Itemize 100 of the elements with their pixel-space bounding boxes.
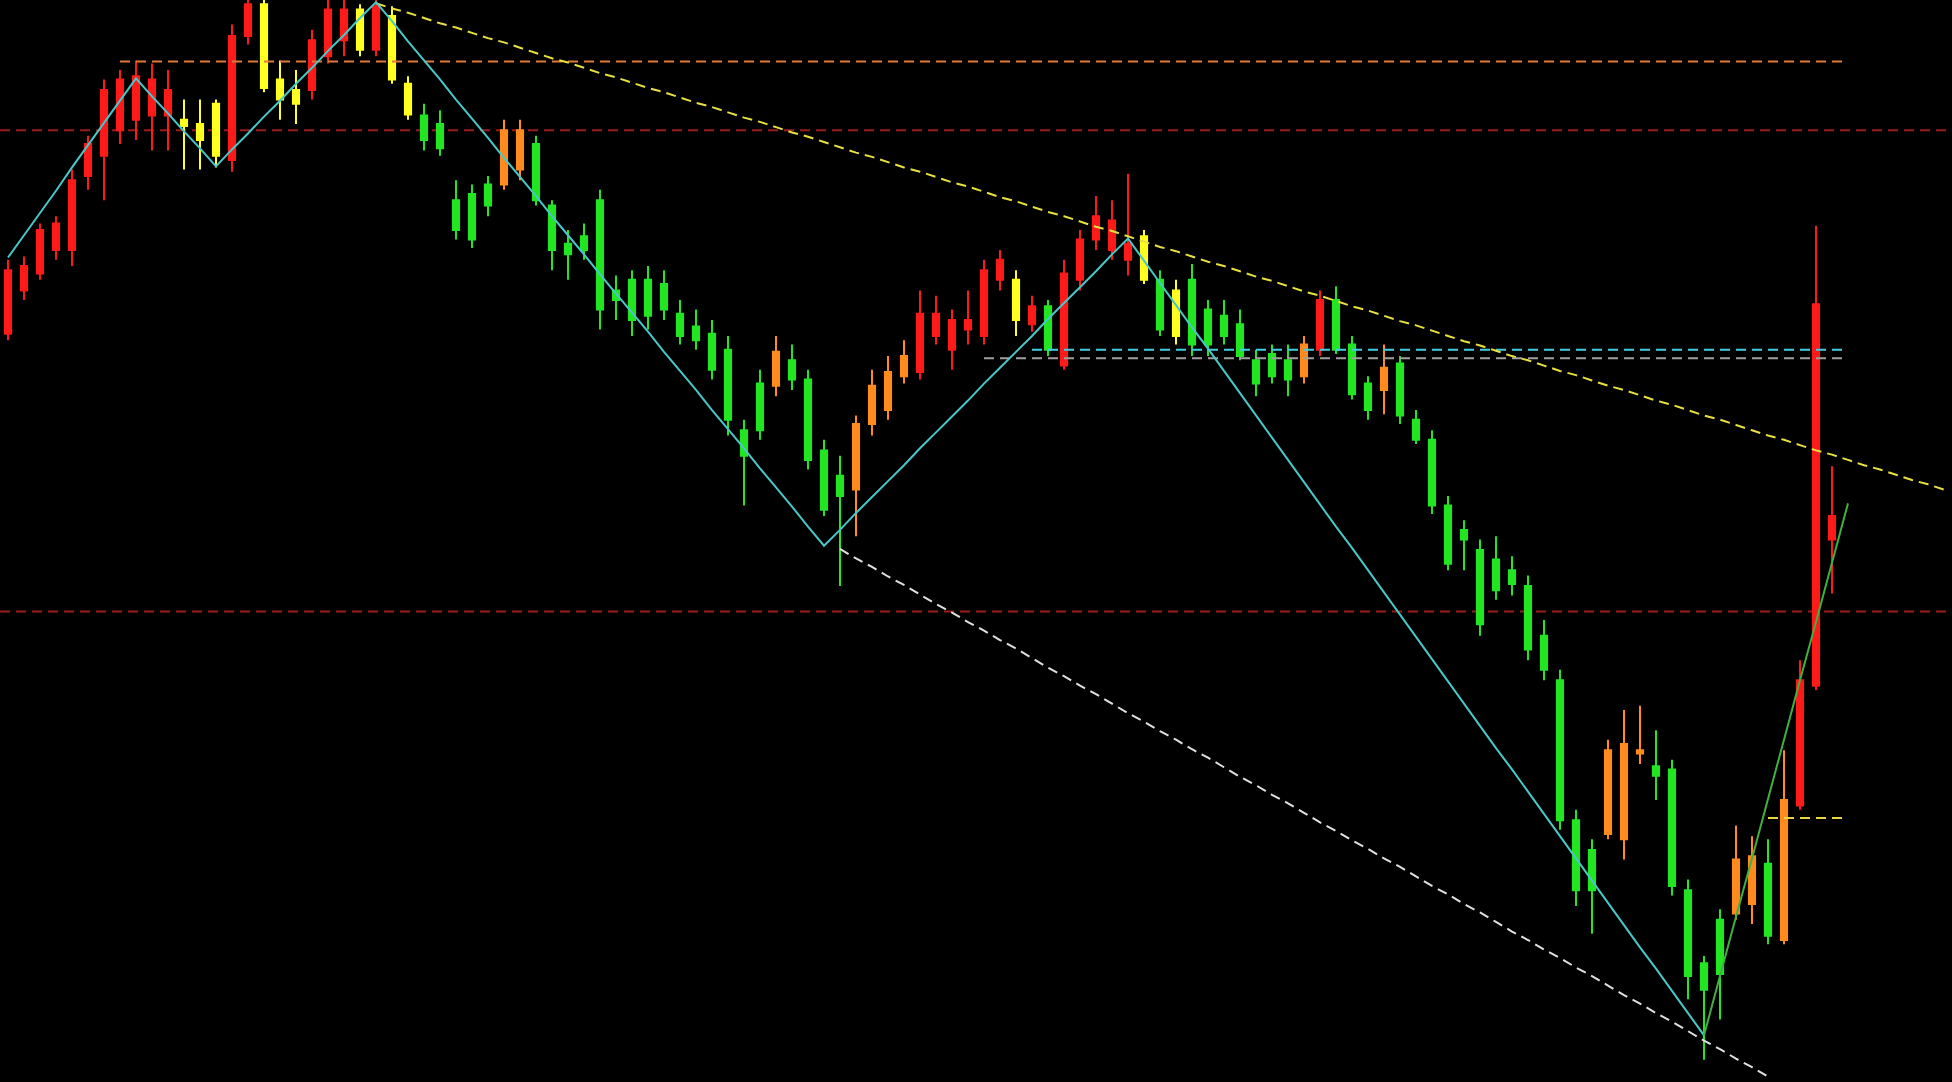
candlestick [1411, 409, 1421, 446]
candlestick [1171, 278, 1181, 346]
candlestick [259, 0, 269, 94]
candlestick [1043, 298, 1053, 358]
candlestick [1315, 289, 1325, 358]
candlestick [1267, 343, 1277, 385]
candlestick [1523, 574, 1533, 662]
candlestick [1747, 835, 1757, 926]
candlestick [419, 102, 429, 152]
candlestick [67, 168, 77, 267]
candlestick [1443, 494, 1453, 572]
candlestick [1763, 838, 1773, 946]
candlestick [1619, 709, 1629, 861]
candlestick [851, 414, 861, 538]
candlestick [787, 343, 797, 391]
candlestick [163, 68, 173, 152]
candlestick [115, 68, 125, 146]
candlestick [435, 109, 445, 157]
candlestick [339, 0, 349, 58]
candlestick [627, 269, 637, 337]
candlestick [1059, 258, 1069, 371]
candlestick [35, 222, 45, 281]
candlestick [499, 118, 509, 191]
candlestick [1091, 195, 1101, 252]
candlestick [1283, 343, 1293, 398]
candlestick [1555, 668, 1565, 831]
candlestick [1571, 808, 1581, 908]
candlestick [1683, 878, 1693, 1001]
candlestick [899, 339, 909, 385]
candlestick [307, 28, 317, 101]
candlestick [915, 289, 925, 381]
candlestick [243, 0, 253, 46]
candlestick [1123, 172, 1133, 277]
candlestick [563, 228, 573, 281]
candlestick [803, 368, 813, 471]
candlestick [291, 68, 301, 125]
candlestick [179, 98, 189, 171]
candlestick [1667, 758, 1677, 897]
candlestick [1779, 749, 1789, 946]
candlestick [1203, 298, 1213, 358]
candlestick [1539, 618, 1549, 682]
candlestick [99, 78, 109, 202]
candlestick [1011, 269, 1021, 337]
candlestick [995, 249, 1005, 292]
candlestick [1155, 269, 1165, 337]
candlestick [1347, 334, 1357, 401]
candlestick [1027, 294, 1037, 333]
candlestick [1331, 285, 1341, 355]
candlestick [275, 59, 285, 121]
candlestick [1811, 224, 1821, 691]
candlestick [595, 188, 605, 331]
candlestick [1187, 262, 1197, 358]
candlestick [1459, 519, 1469, 572]
candlestick [1635, 704, 1645, 766]
candlestick [1475, 538, 1485, 637]
candlestick [371, 0, 381, 58]
candlestick [723, 334, 733, 437]
candlestick [931, 294, 941, 346]
candlestick [659, 269, 669, 322]
candlestick [1075, 228, 1085, 292]
candlestick [403, 75, 413, 121]
candlestick [1427, 429, 1437, 515]
candlestick [19, 255, 29, 301]
candlestick [451, 179, 461, 241]
candlestick [323, 0, 333, 65]
candlestick [1651, 729, 1661, 802]
candlestick [1251, 348, 1261, 398]
candlestick [819, 438, 829, 518]
candlestick [1731, 824, 1741, 921]
candlestick [963, 289, 973, 346]
candlestick [483, 174, 493, 218]
candlestick [51, 215, 61, 261]
candlestick [579, 222, 589, 261]
candlestick [1107, 199, 1117, 261]
candlestick [467, 183, 477, 249]
candlestick [947, 308, 957, 371]
candlestick [643, 265, 653, 331]
candlestick [1491, 535, 1501, 601]
candlestick [1395, 355, 1405, 425]
candlestick [147, 62, 157, 152]
candlestick [1699, 954, 1709, 1061]
candlestick [195, 98, 205, 171]
candlestick [739, 418, 749, 507]
candlestick [691, 308, 701, 351]
candlestick [1795, 659, 1805, 811]
candlestick [1299, 334, 1309, 385]
candlestick [883, 355, 893, 421]
candlestick [547, 199, 557, 272]
candlestick [387, 5, 397, 85]
candlestick [131, 59, 141, 141]
candlestick [771, 334, 781, 398]
candlestick [1827, 465, 1837, 595]
candlestick [355, 3, 365, 58]
candlestick [867, 368, 877, 437]
candlestick [755, 368, 765, 441]
candlestick [835, 454, 845, 588]
candlestick [1235, 308, 1245, 362]
candlestick [1603, 738, 1613, 841]
candlestick [979, 258, 989, 346]
candlestick [1507, 555, 1517, 597]
